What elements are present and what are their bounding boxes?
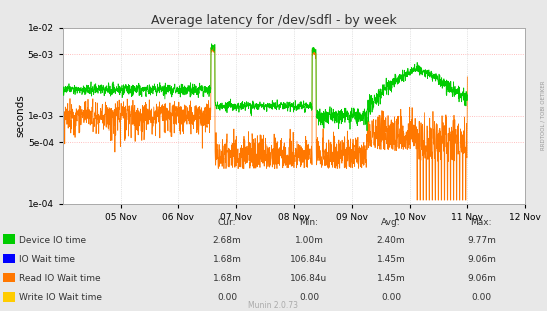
Text: Average latency for /dev/sdfl - by week: Average latency for /dev/sdfl - by week (150, 14, 397, 27)
Text: Write IO Wait time: Write IO Wait time (19, 294, 102, 302)
Y-axis label: seconds: seconds (15, 95, 25, 137)
Text: Cur:: Cur: (218, 218, 236, 227)
Text: Min:: Min: (300, 218, 318, 227)
Text: 106.84u: 106.84u (290, 255, 328, 264)
Text: 1.68m: 1.68m (213, 274, 241, 283)
Text: 1.45m: 1.45m (377, 274, 405, 283)
Text: Avg:: Avg: (381, 218, 401, 227)
Text: 2.40m: 2.40m (377, 236, 405, 244)
Text: 0.00: 0.00 (381, 294, 401, 302)
Text: RRDTOOL / TOBI OETIKER: RRDTOOL / TOBI OETIKER (541, 80, 546, 150)
Text: 0.00: 0.00 (217, 294, 237, 302)
Text: 1.45m: 1.45m (377, 255, 405, 264)
Text: Device IO time: Device IO time (19, 236, 86, 244)
Text: Max:: Max: (470, 218, 492, 227)
Text: Read IO Wait time: Read IO Wait time (19, 274, 101, 283)
Text: 1.68m: 1.68m (213, 255, 241, 264)
Text: 9.06m: 9.06m (467, 274, 496, 283)
Text: 9.77m: 9.77m (467, 236, 496, 244)
Text: 9.06m: 9.06m (467, 255, 496, 264)
Text: 1.00m: 1.00m (295, 236, 323, 244)
Text: 2.68m: 2.68m (213, 236, 241, 244)
Text: Munin 2.0.73: Munin 2.0.73 (248, 301, 299, 310)
Text: 0.00: 0.00 (472, 294, 491, 302)
Text: 106.84u: 106.84u (290, 274, 328, 283)
Text: 0.00: 0.00 (299, 294, 319, 302)
Text: IO Wait time: IO Wait time (19, 255, 75, 264)
